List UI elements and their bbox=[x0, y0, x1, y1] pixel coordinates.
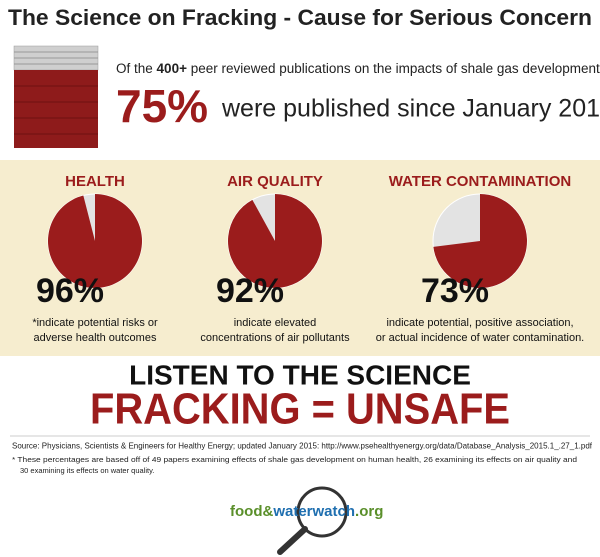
pie-percent: 96% bbox=[36, 272, 104, 310]
pie-slice bbox=[227, 194, 323, 288]
pie-caption: or actual incidence of water contaminati… bbox=[376, 332, 585, 344]
pie-caption: concentrations of air pollutants bbox=[200, 332, 350, 344]
logo-watch: watch bbox=[312, 503, 356, 520]
pie-title: WATER CONTAMINATION bbox=[389, 173, 571, 190]
pie-percent: 92% bbox=[216, 272, 284, 310]
intro-line2: were published since January 2013 bbox=[221, 95, 600, 123]
intro-line: Of the 400+ peer reviewed publications o… bbox=[116, 61, 600, 76]
logo-text: food&waterwatch.org bbox=[230, 503, 383, 520]
logo-amp: & bbox=[262, 503, 273, 520]
pie-caption: *indicate potential risks or bbox=[32, 317, 158, 329]
intro-bold: 400+ bbox=[157, 61, 188, 76]
title: The Science on Fracking - Cause for Seri… bbox=[8, 5, 592, 30]
logo-org: .org bbox=[355, 503, 383, 520]
slogan-line1: LISTEN TO THE SCIENCE bbox=[129, 359, 471, 390]
slogan-line2: FRACKING = UNSAFE bbox=[90, 385, 510, 434]
footnote: 30 examining its effects on water qualit… bbox=[20, 466, 154, 475]
pie-slice bbox=[433, 194, 527, 288]
logo-food: food bbox=[230, 503, 262, 520]
source: Source: Physicians, Scientists & Enginee… bbox=[12, 440, 593, 450]
pie-caption: adverse health outcomes bbox=[34, 332, 157, 344]
intro-text: peer reviewed publications on the impact… bbox=[191, 61, 600, 76]
intro-percent: 75% bbox=[116, 80, 208, 132]
pie-caption: indicate elevated bbox=[234, 317, 317, 329]
pie-slice bbox=[48, 194, 143, 288]
pie-title: HEALTH bbox=[65, 173, 125, 190]
pies: HEALTH 96% *indicate potential risks or adv… bbox=[32, 173, 584, 344]
pie-caption: indicate potential, positive association… bbox=[386, 317, 573, 329]
logo-water: water bbox=[272, 503, 312, 520]
logo: food&waterwatch.org bbox=[230, 486, 383, 555]
pie-percent: 73% bbox=[421, 272, 489, 310]
intro-text: Of the bbox=[116, 61, 153, 76]
footnote: * These percentages are based off of 49 … bbox=[12, 455, 577, 464]
papers-icon bbox=[13, 45, 99, 148]
pie-title: AIR QUALITY bbox=[227, 173, 323, 190]
